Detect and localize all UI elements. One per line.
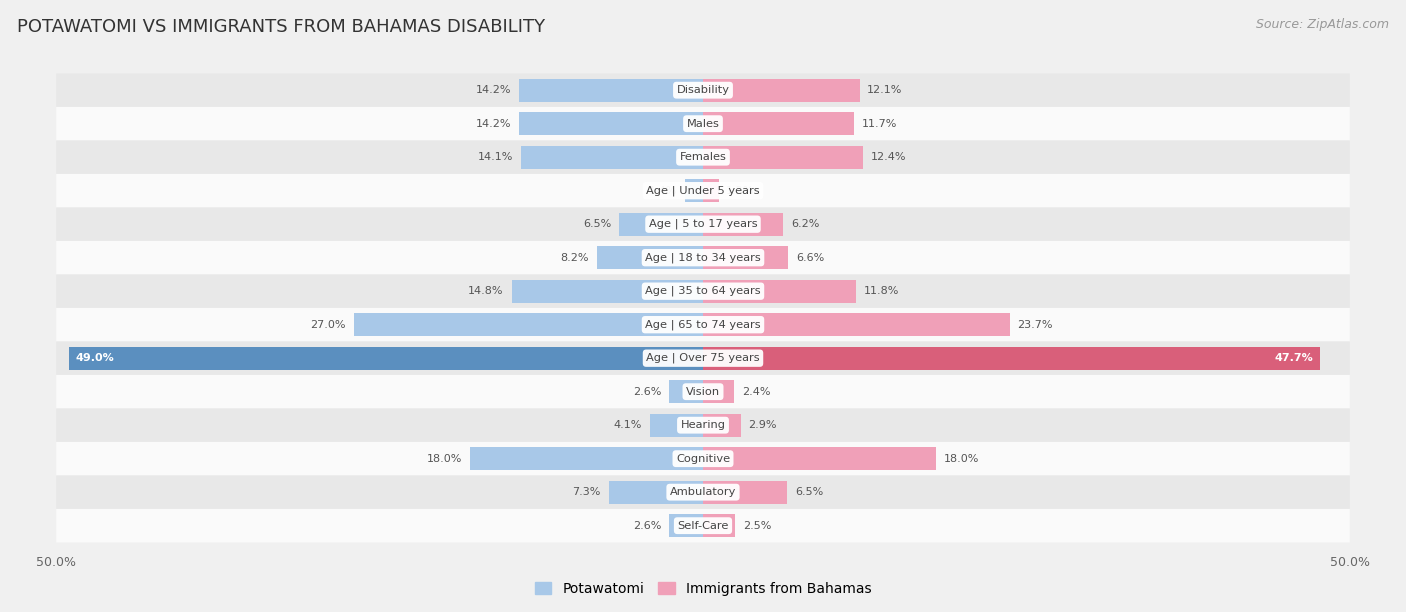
Bar — [669, 380, 703, 403]
Text: Self-Care: Self-Care — [678, 521, 728, 531]
Text: Source: ZipAtlas.com: Source: ZipAtlas.com — [1256, 18, 1389, 31]
Bar — [685, 179, 703, 202]
Text: 2.6%: 2.6% — [633, 521, 662, 531]
FancyBboxPatch shape — [56, 341, 1350, 375]
Text: Age | Under 5 years: Age | Under 5 years — [647, 185, 759, 196]
Text: Age | 65 to 74 years: Age | 65 to 74 years — [645, 319, 761, 330]
Text: 18.0%: 18.0% — [427, 453, 463, 464]
FancyBboxPatch shape — [56, 207, 1350, 241]
Bar — [598, 246, 703, 269]
Text: 14.2%: 14.2% — [477, 85, 512, 95]
Bar — [703, 146, 863, 168]
Text: 23.7%: 23.7% — [1018, 319, 1053, 330]
Text: 2.9%: 2.9% — [748, 420, 776, 430]
FancyBboxPatch shape — [56, 107, 1350, 140]
Text: 2.4%: 2.4% — [742, 387, 770, 397]
Text: 14.1%: 14.1% — [478, 152, 513, 162]
Bar — [703, 481, 787, 504]
FancyBboxPatch shape — [56, 140, 1350, 174]
Text: 14.2%: 14.2% — [477, 119, 512, 129]
Text: Males: Males — [686, 119, 720, 129]
Text: Disability: Disability — [676, 85, 730, 95]
Text: Vision: Vision — [686, 387, 720, 397]
Bar — [519, 112, 703, 135]
Text: Age | 18 to 34 years: Age | 18 to 34 years — [645, 252, 761, 263]
Text: Cognitive: Cognitive — [676, 453, 730, 464]
Text: 27.0%: 27.0% — [311, 319, 346, 330]
FancyBboxPatch shape — [56, 509, 1350, 542]
Bar — [69, 347, 703, 370]
Text: 49.0%: 49.0% — [76, 353, 114, 363]
Bar — [703, 514, 735, 537]
Text: Females: Females — [679, 152, 727, 162]
Bar — [703, 179, 718, 202]
FancyBboxPatch shape — [56, 442, 1350, 476]
Text: Hearing: Hearing — [681, 420, 725, 430]
FancyBboxPatch shape — [56, 375, 1350, 408]
FancyBboxPatch shape — [56, 274, 1350, 308]
Bar — [519, 79, 703, 102]
FancyBboxPatch shape — [56, 174, 1350, 207]
Bar — [609, 481, 703, 504]
Bar — [650, 414, 703, 436]
FancyBboxPatch shape — [56, 408, 1350, 442]
Text: 7.3%: 7.3% — [572, 487, 600, 497]
Text: 8.2%: 8.2% — [561, 253, 589, 263]
Text: 6.5%: 6.5% — [794, 487, 823, 497]
FancyBboxPatch shape — [56, 476, 1350, 509]
FancyBboxPatch shape — [56, 308, 1350, 341]
Bar — [703, 112, 855, 135]
Text: 11.7%: 11.7% — [862, 119, 897, 129]
Bar — [619, 213, 703, 236]
Text: Age | Over 75 years: Age | Over 75 years — [647, 353, 759, 364]
Bar — [520, 146, 703, 168]
Bar — [703, 380, 734, 403]
Text: 47.7%: 47.7% — [1275, 353, 1313, 363]
Text: 1.2%: 1.2% — [727, 185, 755, 196]
Bar — [703, 313, 1010, 336]
Bar — [470, 447, 703, 470]
Text: 2.6%: 2.6% — [633, 387, 662, 397]
Text: 6.6%: 6.6% — [796, 253, 824, 263]
Bar — [703, 213, 783, 236]
Text: 1.4%: 1.4% — [648, 185, 678, 196]
Bar — [703, 347, 1320, 370]
Bar — [669, 514, 703, 537]
Text: Age | 35 to 64 years: Age | 35 to 64 years — [645, 286, 761, 296]
Bar — [703, 414, 741, 436]
Text: 6.2%: 6.2% — [792, 219, 820, 229]
Text: 14.8%: 14.8% — [468, 286, 503, 296]
Bar — [703, 79, 859, 102]
Text: 12.1%: 12.1% — [868, 85, 903, 95]
FancyBboxPatch shape — [56, 73, 1350, 107]
Text: 12.4%: 12.4% — [872, 152, 907, 162]
Bar — [512, 280, 703, 302]
Text: 11.8%: 11.8% — [863, 286, 898, 296]
Bar — [354, 313, 703, 336]
Text: 2.5%: 2.5% — [744, 521, 772, 531]
Text: 18.0%: 18.0% — [943, 453, 979, 464]
Legend: Potawatomi, Immigrants from Bahamas: Potawatomi, Immigrants from Bahamas — [529, 576, 877, 601]
Text: Ambulatory: Ambulatory — [669, 487, 737, 497]
Bar — [703, 280, 856, 302]
Bar — [703, 246, 789, 269]
Text: 4.1%: 4.1% — [614, 420, 643, 430]
Text: Age | 5 to 17 years: Age | 5 to 17 years — [648, 219, 758, 230]
Bar — [703, 447, 936, 470]
Text: POTAWATOMI VS IMMIGRANTS FROM BAHAMAS DISABILITY: POTAWATOMI VS IMMIGRANTS FROM BAHAMAS DI… — [17, 18, 546, 36]
Text: 6.5%: 6.5% — [583, 219, 612, 229]
FancyBboxPatch shape — [56, 241, 1350, 274]
